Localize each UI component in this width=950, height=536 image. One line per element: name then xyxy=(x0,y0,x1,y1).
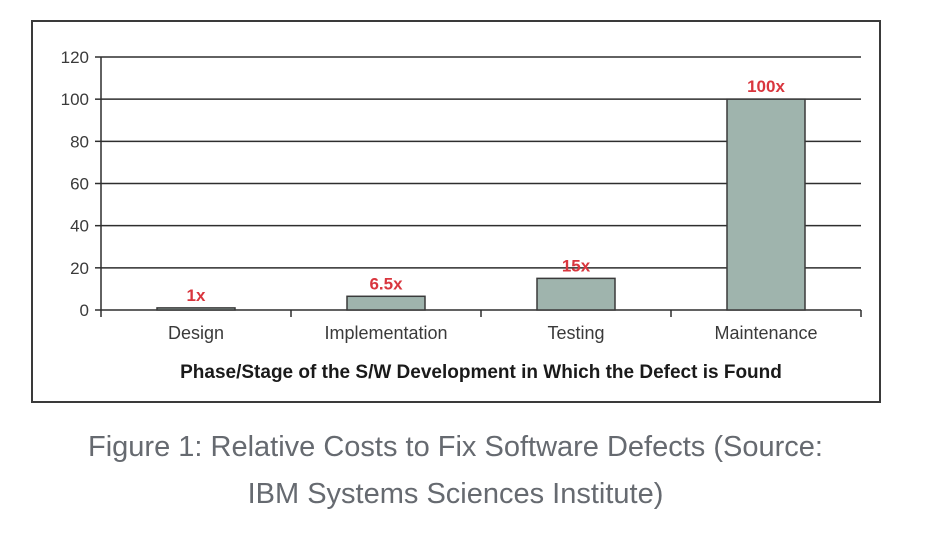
x-tick-label-maintenance: Maintenance xyxy=(714,323,817,343)
data-label-maintenance: 100x xyxy=(747,77,785,96)
data-label-implementation: 6.5x xyxy=(369,274,403,293)
caption-line-2: IBM Systems Sciences Institute) xyxy=(247,478,664,510)
caption-line-1: Figure 1: Relative Costs to Fix Software… xyxy=(88,431,823,463)
data-label-design: 1x xyxy=(187,286,206,305)
y-tick-labels: 0 20 40 60 80 100 120 xyxy=(61,48,89,320)
x-tick-labels: Design Implementation Testing Maintenance xyxy=(168,323,818,343)
y-tick-label: 100 xyxy=(61,90,89,109)
bars xyxy=(156,98,806,311)
bar-maintenance xyxy=(726,98,806,311)
y-tick-label: 40 xyxy=(70,217,89,236)
y-tick-label: 60 xyxy=(70,175,89,194)
figure-caption: Figure 1: Relative Costs to Fix Software… xyxy=(0,424,911,518)
bar-chart: 1x 6.5x 15x 100x 0 20 40 60 80 100 120 Design Impl… xyxy=(61,48,862,383)
x-tick-label-design: Design xyxy=(168,323,224,343)
figure-frame: 1x 6.5x 15x 100x 0 20 40 60 80 100 120 Design Impl… xyxy=(31,20,881,403)
x-tick-label-implementation: Implementation xyxy=(324,323,447,343)
bar-implementation xyxy=(346,295,426,311)
bar-testing xyxy=(536,277,616,311)
x-axis-title: Phase/Stage of the S/W Development in Wh… xyxy=(180,362,782,383)
y-tick-label: 120 xyxy=(61,48,89,67)
data-labels: 1x 6.5x 15x 100x xyxy=(187,77,786,305)
x-tick-label-testing: Testing xyxy=(547,323,604,343)
y-tick-label: 80 xyxy=(70,132,89,151)
y-tick-label: 20 xyxy=(70,259,89,278)
bar-design xyxy=(156,307,236,311)
y-tick-label: 0 xyxy=(80,301,89,320)
data-label-testing: 15x xyxy=(562,256,591,275)
